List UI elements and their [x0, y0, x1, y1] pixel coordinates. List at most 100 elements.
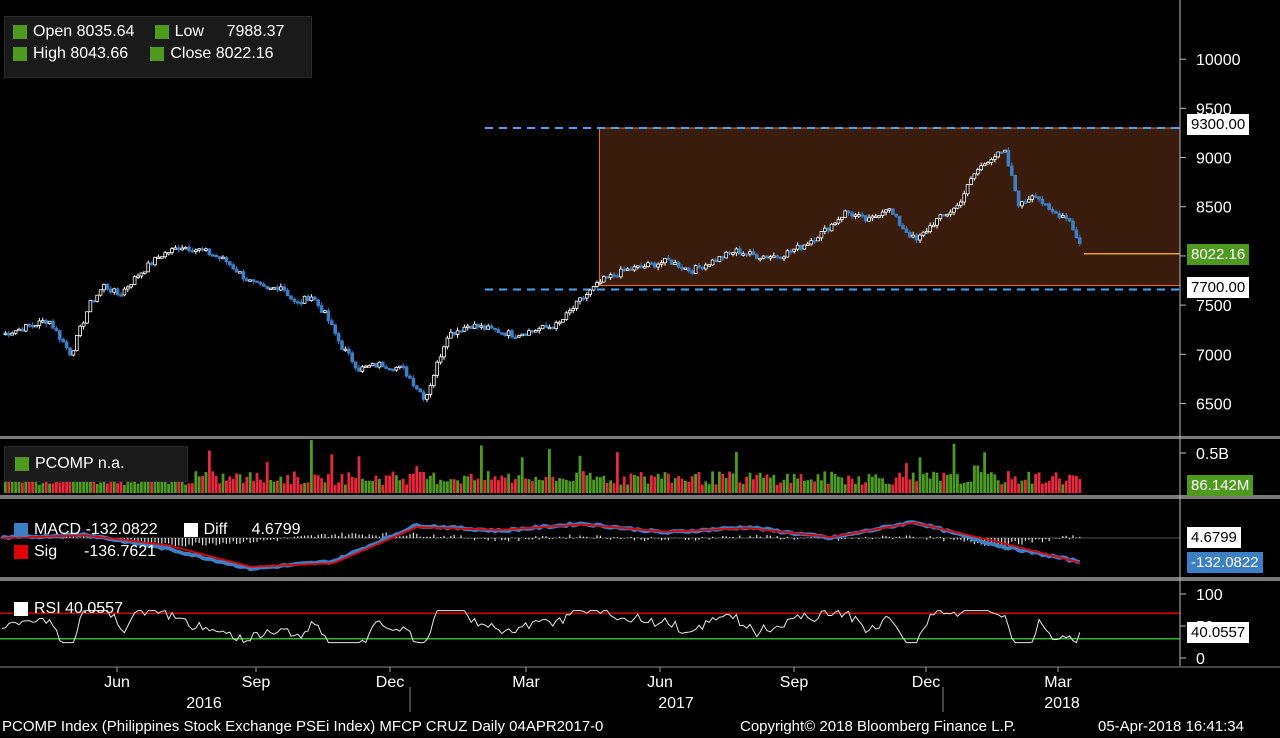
candle-body	[602, 276, 606, 283]
volume-bar	[1037, 472, 1041, 493]
volume-bar	[153, 473, 157, 493]
candle-body	[999, 151, 1004, 154]
volume-bar	[418, 471, 422, 493]
volume-bar	[983, 452, 986, 493]
candle-body	[380, 361, 385, 368]
volume-bar	[837, 476, 840, 493]
candle-body	[1078, 237, 1082, 244]
candle-body	[54, 327, 59, 332]
candle-body	[581, 297, 586, 300]
macd-label: MACD	[34, 521, 82, 538]
volume-bar	[21, 482, 24, 493]
volume-bar	[242, 483, 245, 493]
candle-body	[768, 256, 773, 259]
candle-body	[204, 248, 208, 251]
price-tick-label: 6500	[1196, 396, 1232, 413]
candle-body	[394, 366, 399, 371]
candle-body	[918, 234, 922, 241]
volume-bar	[85, 475, 89, 493]
volume-legend: PCOMP n.a.	[4, 446, 188, 482]
volume-bar	[694, 473, 697, 493]
volume-bar	[599, 477, 602, 493]
candle-body	[210, 254, 215, 257]
volume-bar	[945, 474, 949, 493]
volume-bar	[735, 451, 738, 493]
candle-body	[71, 350, 76, 356]
candle-body	[823, 227, 827, 232]
volume-bar	[218, 483, 221, 493]
candle-body	[404, 366, 409, 377]
volume-bar	[680, 478, 684, 493]
volume-bar	[558, 478, 561, 493]
candle-body	[1006, 149, 1011, 167]
candle-body	[122, 288, 127, 296]
grid-layer	[0, 436, 1280, 581]
candle-body	[367, 365, 371, 368]
macd-value: -132.0822	[85, 521, 158, 538]
candle-body	[697, 265, 701, 268]
candle-body	[41, 320, 45, 323]
volume-bar	[813, 481, 816, 493]
volume-tick-label: 0.5B	[1196, 446, 1229, 463]
volume-bar	[174, 474, 177, 493]
volume-bar	[588, 472, 592, 493]
volume-bar	[857, 476, 861, 493]
candle-body	[843, 210, 847, 218]
volume-bar	[129, 482, 133, 493]
candle-body	[622, 268, 626, 272]
candle-body	[81, 322, 86, 327]
candle-body	[707, 264, 711, 267]
volume-bar	[636, 476, 640, 493]
candle-body	[1023, 201, 1028, 204]
volume-bar	[38, 484, 41, 493]
candle-body	[448, 331, 453, 339]
candle-body	[632, 266, 637, 271]
volume-bar	[415, 466, 419, 493]
volume-bar	[976, 465, 980, 493]
macd-legend: MACD -132.0822 Diff 4.6799 Sig -136.7621	[14, 519, 301, 563]
volume-bar	[391, 471, 395, 493]
candle-body	[384, 366, 388, 369]
volume-bar	[575, 472, 578, 493]
candle-body	[119, 294, 123, 297]
candle-body	[513, 336, 518, 339]
volume-bar	[524, 478, 527, 493]
candle-body	[615, 275, 620, 278]
candle-body	[785, 250, 790, 258]
volume-bar	[163, 474, 167, 493]
year-label: 2017	[658, 695, 694, 712]
candle-body	[251, 279, 256, 282]
candle-body	[244, 278, 249, 282]
candle-body	[88, 300, 93, 313]
candle-body	[523, 333, 528, 337]
candle-body	[829, 223, 834, 232]
candle-body	[1057, 212, 1062, 218]
volume-bar	[510, 482, 514, 493]
candle-body	[758, 257, 762, 261]
candle-body	[952, 207, 956, 213]
volume-bar	[942, 472, 946, 493]
volume-bar	[55, 480, 58, 493]
candle-body	[537, 328, 541, 332]
candle-body	[799, 244, 803, 250]
volume-label: PCOMP n.a.	[35, 455, 125, 472]
volume-bar	[619, 484, 623, 493]
volume-bar	[44, 471, 48, 493]
candle-body	[61, 339, 65, 343]
month-tick-label: Mar	[512, 674, 540, 691]
candle-body	[860, 214, 864, 217]
sig-value: -136.7621	[84, 543, 157, 560]
candle-body	[17, 328, 21, 332]
candle-body	[809, 240, 813, 245]
candle-body	[1047, 203, 1052, 210]
candle-body	[92, 300, 96, 303]
candle-body	[58, 330, 62, 340]
volume-bar	[881, 478, 884, 493]
candle-body	[360, 366, 365, 372]
volume-bar	[809, 479, 813, 493]
volume-bar	[1030, 483, 1034, 493]
candle-body	[272, 287, 276, 290]
candle-body	[959, 201, 963, 206]
candle-body	[1074, 229, 1079, 239]
candle-body	[282, 286, 286, 291]
